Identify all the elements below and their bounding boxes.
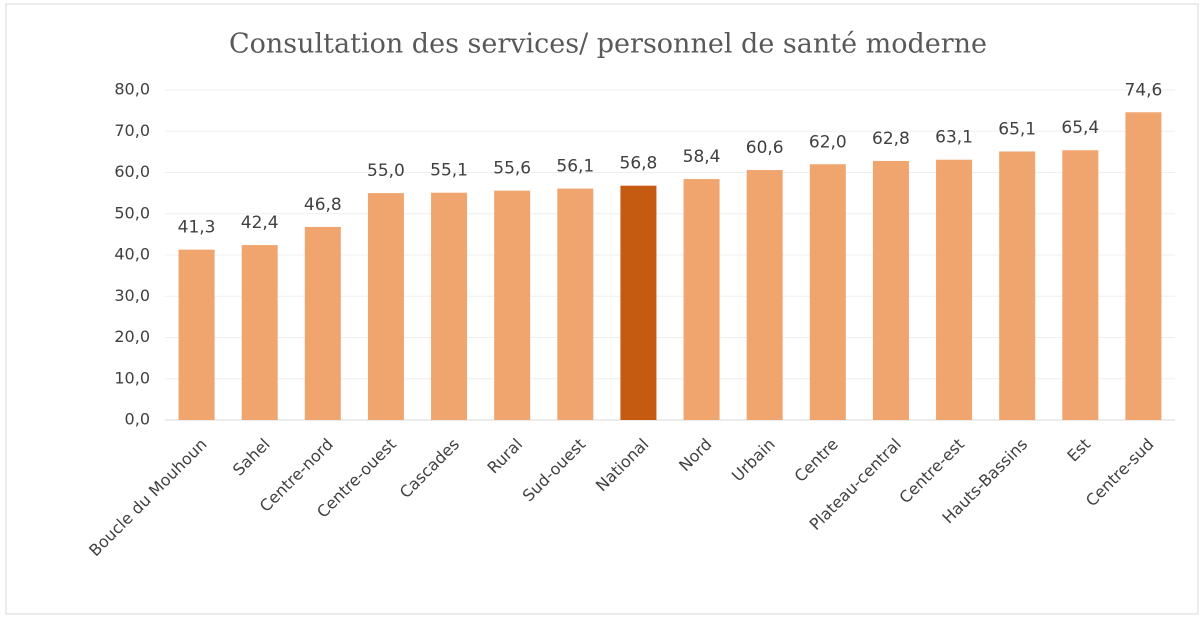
y-tick-label: 50,0 — [114, 203, 150, 222]
y-tick-label: 80,0 — [114, 80, 150, 99]
bar — [809, 164, 846, 420]
value-label: 42,4 — [241, 213, 279, 233]
y-tick-label: 40,0 — [114, 245, 150, 264]
x-tick-label: National — [592, 435, 653, 496]
value-label: 65,4 — [1061, 118, 1099, 138]
value-label: 60,6 — [746, 138, 784, 158]
value-label: 55,0 — [367, 161, 405, 181]
value-label: 58,4 — [683, 147, 721, 167]
bar — [872, 160, 909, 420]
x-tick-label: Rural — [484, 435, 527, 478]
x-tick-label: Sahel — [229, 435, 274, 480]
value-label: 56,1 — [556, 157, 594, 177]
bar — [1125, 112, 1162, 421]
bar — [557, 188, 594, 420]
value-label: 55,6 — [493, 159, 531, 179]
x-tick-label: Cascades — [396, 435, 463, 502]
bar — [746, 170, 783, 420]
y-tick-label: 10,0 — [114, 368, 150, 387]
bar — [683, 179, 720, 420]
x-tick-label: Nord — [675, 435, 715, 475]
value-label: 65,1 — [998, 119, 1036, 139]
x-tick-label: Centre — [791, 435, 842, 486]
value-label: 62,8 — [872, 129, 910, 149]
bar — [241, 245, 278, 420]
y-tick-label: 70,0 — [114, 121, 150, 140]
value-label: 55,1 — [430, 161, 468, 181]
y-tick-label: 60,0 — [114, 162, 150, 181]
chart-title: Consultation des services/ personnel de … — [229, 29, 987, 60]
y-tick-label: 0,0 — [125, 410, 150, 429]
bar — [304, 226, 341, 420]
bar — [936, 159, 973, 420]
x-tick-label: Centre-sud — [1082, 435, 1158, 511]
value-label: 41,3 — [178, 218, 216, 238]
x-tick-label: Est — [1063, 435, 1094, 466]
bar — [1062, 150, 1099, 420]
x-tick-label: Urbain — [728, 435, 779, 486]
bar — [367, 193, 404, 420]
value-label: 63,1 — [935, 128, 973, 148]
value-label: 56,8 — [620, 154, 658, 174]
x-tick-label: Sud-ouest — [519, 435, 590, 506]
bar — [999, 151, 1036, 420]
value-label: 74,6 — [1125, 80, 1163, 100]
bar — [620, 185, 657, 420]
bar — [178, 249, 215, 420]
bar — [494, 190, 531, 420]
y-tick-label: 20,0 — [114, 327, 150, 346]
chart-frame — [5, 3, 1199, 615]
x-tick-label: Boucle du Mouhoun — [85, 435, 210, 560]
y-tick-label: 30,0 — [114, 286, 150, 305]
value-label: 46,8 — [304, 195, 342, 215]
value-label: 62,0 — [809, 132, 847, 152]
bar — [431, 192, 468, 420]
